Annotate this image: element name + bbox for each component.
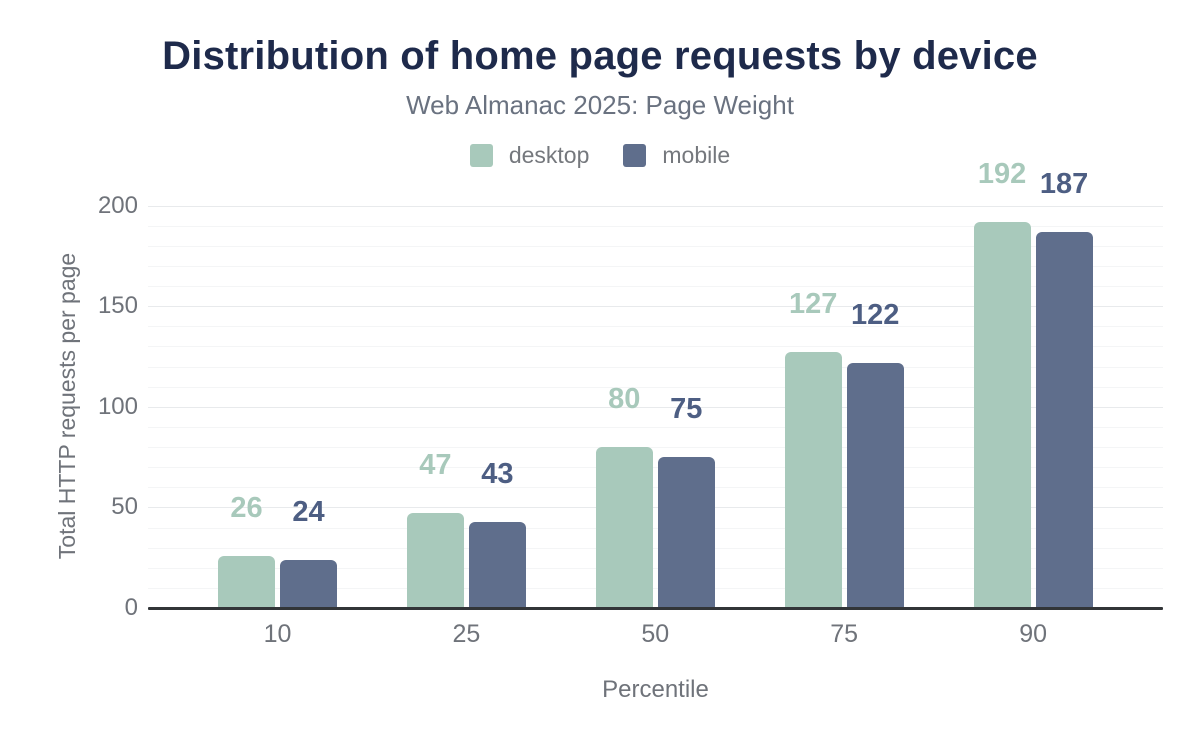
gridline-30 bbox=[148, 547, 1163, 549]
y-tick-label: 0 bbox=[124, 594, 138, 621]
bar-mobile-p50 bbox=[657, 457, 715, 608]
value-label-desktop-p90: 192 bbox=[977, 157, 1027, 190]
value-label-desktop-p25: 47 bbox=[419, 449, 452, 482]
bar-desktop-p50 bbox=[595, 447, 653, 608]
y-tick-label: 100 bbox=[97, 392, 138, 420]
bar-desktop-p90 bbox=[973, 221, 1031, 608]
x-axis-line bbox=[148, 606, 1163, 610]
gridline-40 bbox=[148, 527, 1163, 529]
gridline-20 bbox=[148, 567, 1163, 569]
gridline-70 bbox=[148, 467, 1163, 469]
value-label-mobile-p10: 24 bbox=[292, 495, 325, 528]
bar-mobile-p90 bbox=[1035, 231, 1093, 608]
y-tick-label: 150 bbox=[97, 292, 138, 320]
bar-desktop-p25 bbox=[406, 513, 464, 608]
chart-title: Distribution of home page requests by de… bbox=[162, 34, 1038, 78]
chart-subtitle: Web Almanac 2025: Page Weight bbox=[406, 90, 794, 120]
gridline-180 bbox=[148, 245, 1163, 247]
gridline-10 bbox=[148, 587, 1163, 589]
gridline-160 bbox=[148, 286, 1163, 287]
gridline-150 bbox=[148, 306, 1163, 308]
legend-label-mobile: mobile bbox=[662, 142, 731, 168]
value-label-mobile-p90: 187 bbox=[1039, 167, 1089, 200]
gridline-130 bbox=[148, 346, 1163, 348]
gridline-170 bbox=[148, 265, 1163, 267]
mobile-swatch-icon bbox=[623, 144, 647, 167]
value-label-mobile-p75: 122 bbox=[850, 298, 900, 331]
legend: desktop mobile bbox=[0, 142, 1200, 169]
bar-mobile-p25 bbox=[468, 521, 526, 608]
gridline-60 bbox=[148, 487, 1163, 489]
gridline-80 bbox=[148, 447, 1163, 448]
x-tick-label: 90 bbox=[1019, 620, 1047, 648]
bar-desktop-p10 bbox=[218, 555, 275, 608]
gridline-190 bbox=[148, 225, 1163, 227]
x-tick-label: 25 bbox=[452, 620, 481, 648]
legend-item-mobile: mobile bbox=[623, 142, 730, 169]
gridline-90 bbox=[148, 426, 1163, 428]
x-axis-title: Percentile bbox=[602, 676, 709, 703]
x-tick-label: 75 bbox=[830, 620, 859, 648]
value-label-mobile-p50: 75 bbox=[670, 393, 703, 426]
y-tick-label: 50 bbox=[111, 493, 138, 521]
y-tick-label: 200 bbox=[97, 191, 138, 219]
bar-mobile-p10 bbox=[280, 559, 337, 608]
gridline-110 bbox=[148, 386, 1163, 388]
x-tick-label: 50 bbox=[641, 620, 670, 648]
legend-label-desktop: desktop bbox=[508, 142, 590, 168]
gridline-50 bbox=[148, 507, 1163, 509]
gridline-200 bbox=[148, 205, 1163, 207]
value-label-desktop-p75: 127 bbox=[788, 288, 838, 321]
gridline-120 bbox=[148, 366, 1163, 368]
bar-desktop-p75 bbox=[784, 352, 842, 608]
legend-item-desktop: desktop bbox=[469, 142, 590, 169]
bar-mobile-p75 bbox=[846, 362, 904, 608]
value-label-desktop-p10: 26 bbox=[230, 491, 263, 524]
value-label-mobile-p25: 43 bbox=[481, 457, 514, 490]
value-label-desktop-p50: 80 bbox=[608, 383, 641, 415]
desktop-swatch-icon bbox=[469, 144, 493, 167]
gridline-100 bbox=[148, 406, 1163, 408]
gridline-140 bbox=[148, 326, 1163, 328]
x-tick-label: 10 bbox=[263, 620, 292, 648]
